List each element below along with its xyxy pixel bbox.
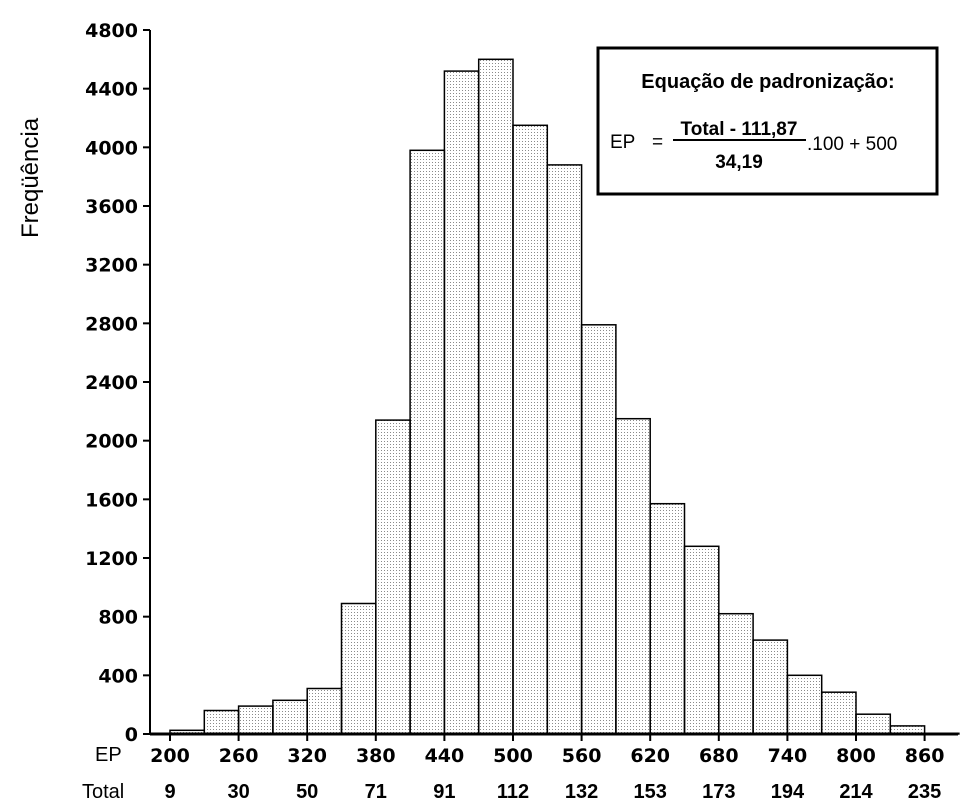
- histogram-bar: [752, 639, 789, 735]
- histogram-bar: [443, 70, 480, 735]
- equation-title: Equação de padronização:: [641, 71, 894, 93]
- ep-tick-label: 740: [768, 745, 808, 767]
- histogram-bar: [718, 612, 754, 735]
- histogram-bar: [649, 502, 686, 735]
- ep-tick-label: 200: [150, 745, 190, 767]
- histogram-bar: [477, 58, 514, 735]
- histogram-bar: [546, 164, 583, 735]
- y-tick-label: 4800: [85, 20, 138, 42]
- total-tick-label: 235: [908, 781, 941, 803]
- ep-tick-label: 500: [493, 745, 533, 767]
- histogram-bar: [580, 324, 617, 735]
- y-tick-label: 400: [98, 665, 138, 687]
- total-tick-label: 91: [433, 781, 455, 803]
- y-tick-label: 1200: [85, 548, 138, 570]
- y-axis-label: Freqüência: [17, 117, 44, 238]
- y-tick-label: 4400: [85, 79, 138, 101]
- histogram-bar: [375, 419, 411, 735]
- bars-group: [169, 58, 960, 735]
- ep-tick-label: 860: [905, 745, 945, 767]
- histogram-bar: [683, 545, 720, 735]
- histogram-bar: [306, 687, 343, 735]
- y-tick-label: 3200: [85, 255, 138, 277]
- histogram-bar: [409, 149, 446, 735]
- equation-numerator: Total - 111,87: [681, 119, 798, 140]
- histogram-bar: [237, 705, 274, 735]
- axes-group: 0 400 800 1200 1600 2000 2400 2800 3200 3600 4000 4…: [85, 20, 958, 803]
- ep-tick-label: 800: [836, 745, 876, 767]
- equation-equals: =: [652, 132, 663, 153]
- total-tick-label: 112: [497, 781, 529, 803]
- y-tick-label: 3600: [85, 196, 138, 218]
- y-tick-label: 2800: [85, 313, 138, 335]
- histogram-bar: [855, 713, 892, 735]
- total-tick-label: 30: [227, 781, 249, 803]
- total-tick-label: 153: [634, 781, 667, 803]
- ep-tick-label: 560: [562, 745, 602, 767]
- y-tick-label: 1600: [85, 489, 138, 511]
- y-tick-label: 2000: [85, 431, 138, 453]
- ep-tick-label: 680: [699, 745, 739, 767]
- ep-tick-label: 320: [287, 745, 327, 767]
- ep-tick-label: 440: [425, 745, 465, 767]
- histogram-bar: [786, 674, 823, 735]
- total-tick-label: 132: [565, 781, 598, 803]
- equation-lhs: EP: [610, 132, 635, 153]
- y-tick-label: 2400: [85, 372, 138, 394]
- total-tick-label: 71: [365, 781, 387, 803]
- histogram-bar: [203, 709, 240, 735]
- total-tick-label: 50: [296, 781, 318, 803]
- ep-tick-label: 260: [219, 745, 259, 767]
- equation-box: Equação de padronização: EP = Total - 11…: [596, 46, 939, 196]
- histogram-bar: [272, 699, 308, 735]
- ep-tick-label: 380: [356, 745, 396, 767]
- total-tick-label: 214: [839, 781, 873, 803]
- total-row-label: Total: [82, 781, 124, 803]
- equation-denominator: 34,19: [715, 152, 763, 173]
- histogram-bar: [340, 602, 377, 735]
- y-tick-label: 0: [125, 724, 138, 746]
- ep-tick-label: 620: [630, 745, 670, 767]
- equation-tail: .100 + 500: [807, 134, 897, 155]
- histogram-bar: [512, 124, 549, 735]
- y-tick-label: 4000: [85, 137, 138, 159]
- y-tick-label: 800: [98, 607, 138, 629]
- total-tick-label: 194: [771, 781, 805, 803]
- total-tick-label: 9: [164, 781, 175, 803]
- ep-row-label: EP: [95, 744, 122, 766]
- histogram-bar: [615, 417, 651, 735]
- total-tick-label: 173: [702, 781, 735, 803]
- histogram-bar: [820, 691, 857, 735]
